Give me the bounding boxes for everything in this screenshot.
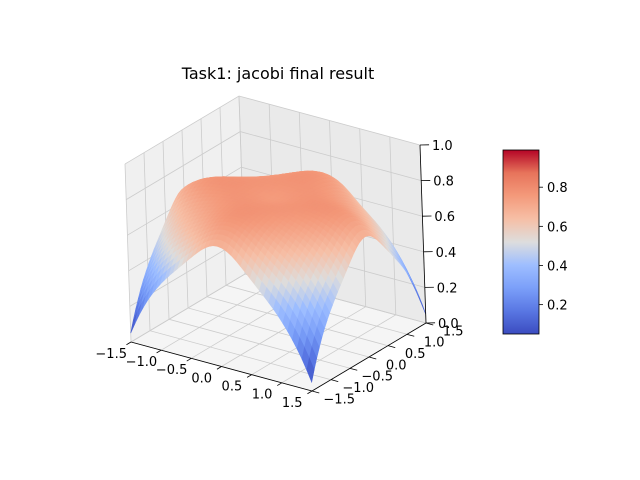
x-tick-mark xyxy=(277,382,283,386)
colorbar-tick-label: 0.2 xyxy=(547,299,568,314)
x-tick-mark xyxy=(126,341,132,346)
x-tick-mark xyxy=(186,357,192,362)
y-tick-mark xyxy=(311,390,320,394)
x-tick-label: 1.0 xyxy=(252,388,273,403)
x-tick-mark xyxy=(156,349,162,354)
y-tick-label: −1.5 xyxy=(323,392,355,407)
grid-line-z xyxy=(127,166,423,236)
y-tick-label: 1.5 xyxy=(443,324,464,339)
colorbar-tick-label: 0.4 xyxy=(547,260,568,275)
colorbar: 0.2 0.4 0.6 0.8 xyxy=(502,149,568,335)
grid-line-z xyxy=(124,95,421,165)
x-tick-label: −0.5 xyxy=(156,363,188,378)
x-tick-label: 1.5 xyxy=(282,396,303,411)
y-tick-mark xyxy=(349,367,358,371)
y-tick-mark xyxy=(330,379,339,383)
z-axis-line xyxy=(419,144,427,324)
z-tick-label: 0.2 xyxy=(437,281,458,296)
surface-plot xyxy=(130,170,426,384)
colorbar-gradient xyxy=(502,149,540,335)
z-tick-label: 0.4 xyxy=(436,246,457,261)
z-tick-label: 1.0 xyxy=(432,139,453,154)
y-tick-label: 0.5 xyxy=(405,347,426,362)
x-tick-label: 0.0 xyxy=(191,371,212,386)
grid-line-z xyxy=(125,131,422,200)
y-tick-mark xyxy=(406,333,415,337)
z-tick-label: 0.0 xyxy=(438,317,459,332)
y-tick-label: −1.0 xyxy=(342,381,374,396)
x-tick-label: −1.0 xyxy=(126,355,158,370)
y-tick-mark xyxy=(368,356,377,360)
chart-title: Task1: jacobi final result xyxy=(181,64,375,83)
grid-line-z xyxy=(130,273,427,343)
x-tick-mark xyxy=(246,374,252,378)
colorbar-ticks: 0.2 0.4 0.6 0.8 xyxy=(539,181,568,314)
x-tick-label: 0.5 xyxy=(222,380,243,395)
colorbar-tick-label: 0.8 xyxy=(547,181,568,196)
y-tick-label: 1.0 xyxy=(424,336,445,351)
colorbar-tick-label: 0.6 xyxy=(547,220,568,235)
x-tick-mark xyxy=(307,390,313,395)
x-tick-mark xyxy=(216,366,222,370)
z-tick-label: 0.6 xyxy=(434,210,455,225)
z-tick-label: 0.8 xyxy=(433,175,454,190)
y-tick-mark xyxy=(387,345,396,349)
x-tick-label: −1.5 xyxy=(95,347,127,362)
surface-facet xyxy=(306,357,315,384)
axes-ticks: −1.5−1.0−0.50.00.51.01.5 −1.5−1.0−0.50.00… xyxy=(95,139,463,411)
y-tick-label: 0.0 xyxy=(386,358,407,373)
y-tick-label: −0.5 xyxy=(361,370,393,385)
